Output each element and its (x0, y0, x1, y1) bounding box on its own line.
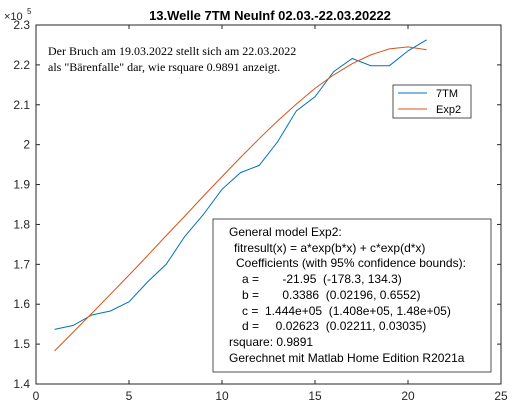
plot-area-frame (35, 24, 502, 385)
legend-label-exp2: Exp2 (436, 104, 461, 116)
y-tick-label: 1.7 (13, 257, 30, 271)
legend: 7TM Exp2 (392, 84, 472, 119)
y-tick-label: 2.2 (13, 58, 30, 72)
fit-result-box: General model Exp2: fitresult(x) = a*exp… (212, 218, 492, 373)
y-tick-label: 2.3 (13, 18, 30, 32)
annotation-line-2: als "Bärenfalle" dar, wie rsquare 0.9891… (48, 60, 280, 74)
axis-ticks: 0 5 10 15 20 25 1.4 1.5 1.6 1.7 1.8 1.9 2 2.1 2.2 2.3 (13, 18, 508, 403)
fit-line-formula: fitresult(x) = a*exp(b*x) + c*exp(d*x) (234, 241, 425, 255)
y-tick-label: 1.5 (13, 337, 30, 351)
fit-line-rsquare: rsquare: 0.9891 (229, 335, 313, 349)
x-tick-label: 10 (215, 389, 229, 403)
annotation-line-1: Der Bruch am 19.03.2022 stellt sich am 2… (48, 44, 296, 58)
chart-title: 13.Welle 7TM NeuInf 02.03.-22.03.20222 (149, 8, 391, 23)
fit-line-model: General model Exp2: (229, 225, 342, 239)
x-tick-label: 0 (33, 389, 40, 403)
y-tick-label: 2.1 (13, 98, 30, 112)
y-exponent-power: 5 (27, 7, 32, 16)
y-tick-label: 2 (23, 138, 30, 152)
legend-label-7tm: 7TM (436, 88, 458, 100)
fit-box-frame (212, 218, 492, 373)
fit-line-coefficients: Coefficients (with 95% confidence bounds… (236, 256, 466, 270)
x-tick-label: 20 (401, 389, 415, 403)
fit-line-a: a = -21.95 (-178.3, 134.3) (242, 272, 402, 286)
series-line-exp2 (54, 46, 427, 352)
series-line-7tm (54, 39, 427, 330)
x-tick-label: 25 (494, 389, 508, 403)
x-tick-label: 15 (308, 389, 322, 403)
y-tick-label: 1.4 (13, 377, 30, 391)
y-exponent-label: ×10 5 (4, 7, 32, 23)
x-tick-label: 5 (126, 389, 133, 403)
svg-text:×10: ×10 (4, 11, 23, 23)
y-tick-label: 1.9 (13, 178, 30, 192)
fit-line-c: c = 1.444e+05 (1.408e+05, 1.48e+05) (242, 304, 451, 318)
fit-line-d: d = 0.02623 (0.02211, 0.03035) (242, 319, 426, 333)
y-tick-label: 1.6 (13, 297, 30, 311)
legend-box (392, 84, 472, 119)
fit-line-footer: Gerechnet mit Matlab Home Edition R2021a (229, 351, 465, 365)
series-layer (54, 39, 427, 352)
fit-line-b: b = 0.3386 (0.02196, 0.6552) (242, 288, 420, 302)
y-tick-label: 1.8 (13, 217, 30, 231)
